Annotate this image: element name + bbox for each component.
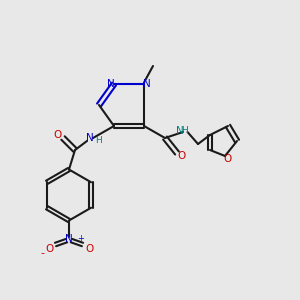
Text: N: N (85, 133, 93, 143)
Text: O: O (45, 244, 54, 254)
Text: H: H (181, 126, 188, 135)
Text: H: H (95, 136, 102, 146)
Text: N: N (107, 79, 115, 89)
Text: O: O (177, 151, 186, 161)
Text: O: O (53, 130, 61, 140)
Text: N: N (143, 79, 151, 89)
Text: N: N (176, 125, 183, 136)
Text: O: O (85, 244, 93, 254)
Text: O: O (224, 154, 232, 164)
Text: +: + (78, 234, 84, 243)
Text: N: N (65, 233, 73, 244)
Text: -: - (41, 248, 45, 258)
